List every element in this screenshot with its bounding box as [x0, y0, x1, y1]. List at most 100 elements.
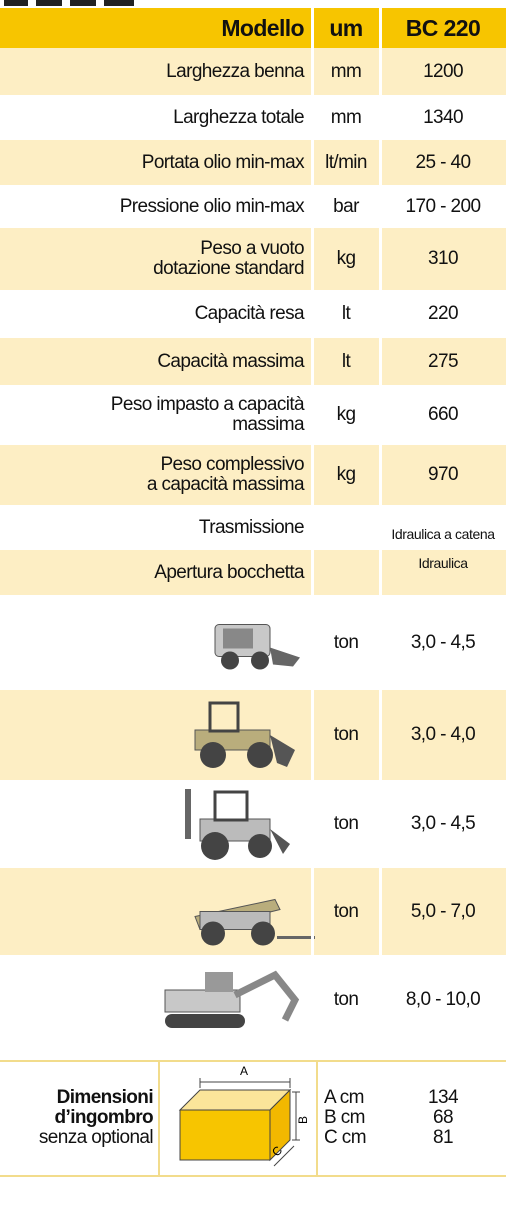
row-value: 310 [380, 228, 506, 290]
header-model-text: Modello [221, 15, 304, 41]
machine-icon [164, 970, 300, 1028]
row-value-text: Idraulica [418, 554, 468, 571]
machine-unit-text: ton [333, 813, 359, 834]
row-label-line: Peso a vuoto [200, 238, 304, 259]
dimensions-title-line: Dimensioni [56, 1086, 154, 1108]
dimensions-values-line: 81 [433, 1126, 454, 1148]
row-unit-text: lt [341, 350, 351, 372]
row-label-line: Apertura bocchetta [154, 561, 304, 583]
row-value-text: 275 [428, 350, 459, 372]
dimensions-title-line: senza optional [38, 1126, 154, 1148]
row-unit: kg [312, 385, 380, 445]
machine-unit: ton [312, 955, 380, 1045]
row-value: 970 [380, 445, 506, 505]
row-label: Pressione olio min-max [0, 185, 305, 228]
row-value-text: 170 - 200 [405, 195, 481, 217]
dimensions-title: Dimensioni d’ingombro senza optional [0, 1060, 154, 1175]
row-label-line: Peso impasto a capacità [110, 394, 305, 415]
logo-fragment [4, 0, 134, 6]
row-value-text: 970 [428, 464, 459, 485]
machine-value: 3,0 - 4,0 [380, 690, 506, 780]
row-unit: bar [312, 185, 380, 228]
row-bg [0, 445, 506, 505]
machine-value-text: 3,0 - 4,5 [410, 813, 476, 834]
machine-unit-text: ton [333, 631, 359, 653]
row-label-line: a capacità massima [146, 474, 305, 495]
row-unit: mm [312, 48, 380, 95]
row-label-line: Larghezza benna [166, 60, 304, 82]
machine-value: 5,0 - 7,0 [380, 868, 506, 955]
row-value-text: 1200 [423, 60, 463, 82]
row-value-text: Idraulica a catena [391, 525, 495, 542]
row-value-text: 220 [428, 303, 459, 324]
row-unit: lt/min [312, 140, 380, 185]
machine-icon [185, 789, 290, 860]
dimensions-values-line: 68 [433, 1106, 454, 1128]
row-value: 1200 [380, 48, 506, 95]
row-label: Peso a vuoto dotazione standard [0, 228, 304, 290]
machine-value-text: 3,0 - 4,5 [410, 631, 476, 653]
row-unit: lt [312, 338, 380, 385]
row-unit: lt [312, 290, 380, 338]
row-bg [0, 140, 506, 185]
row-bg [0, 48, 506, 95]
header-model: Modello [0, 8, 304, 48]
section-rule [0, 1175, 506, 1177]
dimensions-values-line: 134 [428, 1086, 459, 1108]
machine-value-text: 5,0 - 7,0 [410, 900, 476, 922]
column-divider [311, 8, 314, 1045]
dimensions-units-line: A cm [324, 1086, 364, 1108]
row-label: Portata olio min-max [0, 140, 305, 185]
machine-icon [194, 898, 315, 946]
machine-unit: ton [312, 868, 380, 955]
diagram-label: B [296, 1116, 310, 1124]
row-label: Capacità resa [0, 290, 305, 338]
machine-value-text: 3,0 - 4,0 [410, 724, 476, 745]
row-unit-text: kg [336, 404, 356, 425]
row-value-text: 310 [428, 248, 459, 269]
machine-unit-text: ton [333, 724, 359, 745]
row-label: Trasmissione [0, 505, 305, 550]
machine-value: 8,0 - 10,0 [380, 955, 506, 1045]
machine-value: 3,0 - 4,5 [380, 780, 506, 868]
row-unit: kg [312, 445, 380, 505]
row-value: Idraulica a catena [380, 511, 506, 556]
machine-unit-text: ton [333, 989, 359, 1010]
row-value: 275 [380, 338, 506, 385]
machine-unit: ton [312, 780, 380, 868]
dimensions-units-line: B cm [324, 1106, 365, 1128]
row-label: Peso impasto a capacità massima [0, 385, 305, 445]
machine-unit: ton [312, 690, 380, 780]
row-unit-text: lt/min [325, 151, 367, 173]
row-label-line: Pressione olio min-max [119, 195, 305, 217]
row-value: 220 [380, 290, 506, 338]
row-bg [0, 228, 506, 290]
header-value-text: BC 220 [405, 15, 481, 41]
row-label: Larghezza totale [0, 95, 304, 140]
row-value-text: 1340 [423, 106, 463, 128]
header-value: BC 220 [380, 8, 506, 48]
row-bg [0, 338, 506, 385]
row-label-line: Larghezza totale [173, 106, 304, 128]
machine-value-text: 8,0 - 10,0 [405, 989, 481, 1010]
header-unit-text: um [329, 15, 363, 41]
dimension-diagram: ABC [178, 1064, 310, 1167]
machine-unit: ton [312, 595, 380, 690]
dimensions-units-line: C cm [324, 1126, 367, 1148]
dimensions-units: A cm B cm C cm [324, 1060, 384, 1175]
row-value: 170 - 200 [380, 185, 506, 228]
header-bg [0, 8, 506, 48]
machine-unit-text: ton [333, 900, 359, 922]
row-value: 1340 [380, 95, 506, 140]
row-label-line: dotazione standard [153, 258, 304, 279]
section-rule [0, 1060, 506, 1062]
row-value: 660 [380, 385, 506, 445]
row-unit-text: mm [330, 60, 362, 82]
machine-value: 3,0 - 4,5 [380, 595, 506, 690]
row-label: Peso complessivo a capacità massima [0, 445, 305, 505]
section-divider [316, 1060, 318, 1175]
row-label-line: Capacità resa [194, 303, 305, 324]
row-label-line: Capacità massima [157, 350, 304, 372]
row-value-text: 660 [428, 404, 459, 425]
